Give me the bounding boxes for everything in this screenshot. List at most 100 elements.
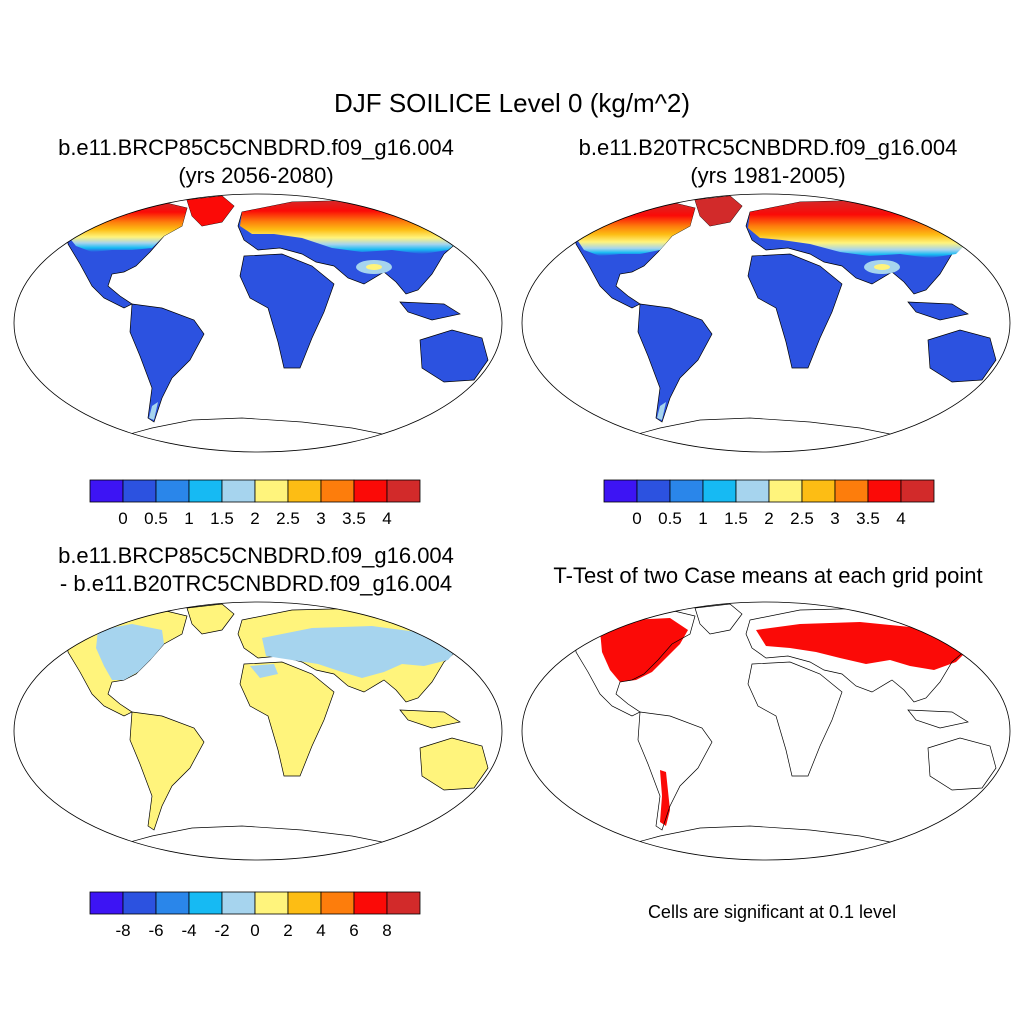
maritime-asia	[907, 301, 969, 321]
colorbar-case-box-0	[89, 479, 124, 503]
colorbar-difference-box-7	[320, 891, 355, 915]
colorbar-difference: -8 -6 -4 -2 0 2 4 6 8	[89, 891, 421, 940]
colorbar-difference-box-6	[287, 891, 322, 915]
north-america-significant	[600, 618, 688, 682]
colorbar-difference-box-5	[254, 891, 289, 915]
tibet-core	[366, 264, 382, 270]
colorbar-control-box-8	[867, 479, 902, 503]
colorbar-control-box-6	[801, 479, 836, 503]
colorbar-case-label-4: 2	[250, 509, 259, 528]
colorbar-case-box-4	[221, 479, 256, 503]
colorbar-case-label-0: 0	[118, 509, 127, 528]
colorbar-control-box-4	[735, 479, 770, 503]
panel-title-control: b.e11.B20TRC5CNBDRD.f09_g16.004 (yrs 198…	[524, 134, 1012, 190]
south-america	[129, 711, 205, 831]
colorbar-case-label-2: 1	[184, 509, 193, 528]
colorbar-case-box-5	[254, 479, 289, 503]
north-america-decrease	[96, 624, 164, 680]
colorbar-case-box-1	[122, 479, 157, 503]
map-difference-border	[13, 601, 503, 861]
greenland-ice	[187, 196, 234, 226]
panel-title-difference-line-1: b.e11.BRCP85C5CNBDRD.f09_g16.004	[58, 543, 454, 568]
north-america	[574, 609, 696, 717]
colorbar-difference-box-2	[155, 891, 190, 915]
colorbar-control-box-9	[900, 479, 935, 503]
africa	[747, 661, 843, 777]
eurasia-north	[748, 200, 990, 258]
colorbar-control-box-2	[669, 479, 704, 503]
colorbar-case: 0 0.5 1 1.5 2 2.5 3 3.5 4	[89, 479, 421, 528]
map-difference	[13, 601, 503, 861]
africa	[239, 661, 335, 777]
north-america-north	[67, 202, 187, 252]
map-case-land	[66, 195, 489, 445]
colorbar-control-label-2: 1	[698, 509, 707, 528]
map-ttest	[521, 601, 1011, 861]
panel-title-case: b.e11.BRCP85C5CNBDRD.f09_g16.004 (yrs 20…	[12, 134, 500, 190]
colorbar-difference-label-2: -4	[181, 921, 196, 940]
australia	[927, 329, 997, 383]
panel-title-case-line-2: (yrs 2056-2080)	[178, 163, 334, 188]
panel-title-control-line-1: b.e11.B20TRC5CNBDRD.f09_g16.004	[578, 135, 958, 160]
significance-note: Cells are significant at 0.1 level	[647, 902, 897, 922]
map-control-border	[521, 193, 1011, 453]
colorbar-control-box-3	[702, 479, 737, 503]
south-america	[129, 303, 205, 423]
greenland	[186, 603, 235, 635]
colorbar-case-box-3	[188, 479, 223, 503]
colorbar-difference-label-7: 6	[349, 921, 358, 940]
colorbar-control-label-0: 0	[632, 509, 641, 528]
panel-title-control-line-2: (yrs 1981-2005)	[690, 163, 846, 188]
colorbar-difference-box-4	[221, 891, 256, 915]
andes-tip	[149, 402, 158, 420]
colorbar-control-box-5	[768, 479, 803, 503]
africa	[239, 253, 335, 369]
colorbar-case-label-6: 3	[316, 509, 325, 528]
map-ttest-border	[521, 601, 1011, 861]
australia	[419, 737, 489, 791]
colorbar-case-label-8: 4	[382, 509, 391, 528]
colorbar-difference-box-1	[122, 891, 157, 915]
colorbar-difference-label-4: 0	[250, 921, 259, 940]
colorbar-case-box-8	[353, 479, 388, 503]
colorbar-control-label-5: 2.5	[790, 509, 814, 528]
colorbar-difference-label-0: -8	[115, 921, 130, 940]
colorbar-case-label-5: 2.5	[276, 509, 300, 528]
colorbar-difference-label-3: -2	[214, 921, 229, 940]
greenland-ice	[695, 196, 742, 226]
maritime-asia	[399, 709, 461, 729]
colorbar-difference-box-9	[386, 891, 421, 915]
eurasia-significant	[756, 622, 968, 670]
colorbar-control-label-3: 1.5	[724, 509, 748, 528]
map-ttest-significant	[600, 618, 968, 826]
colorbar-control: 0 0.5 1 1.5 2 2.5 3 3.5 4	[603, 479, 935, 528]
panel-title-ttest: T-Test of two Case means at each grid po…	[512, 562, 1024, 590]
map-control	[521, 193, 1011, 453]
colorbar-control-box-7	[834, 479, 869, 503]
colorbar-control-label-4: 2	[764, 509, 773, 528]
panel-title-difference: b.e11.BRCP85C5CNBDRD.f09_g16.004 - b.e11…	[12, 542, 500, 598]
colorbar-case-label-1: 0.5	[144, 509, 168, 528]
south-america	[637, 303, 713, 423]
colorbar-difference-box-0	[89, 891, 124, 915]
colorbar-control-box-0	[603, 479, 638, 503]
colorbar-difference-box-3	[188, 891, 223, 915]
colorbar-case-box-2	[155, 479, 190, 503]
colorbar-case-label-3: 1.5	[210, 509, 234, 528]
eurasia-decrease	[262, 626, 458, 678]
map-case	[13, 193, 503, 453]
colorbar-control-label-7: 3.5	[856, 509, 880, 528]
maritime-asia	[399, 301, 461, 321]
map-ttest-land	[574, 603, 997, 853]
colorbar-difference-label-6: 4	[316, 921, 325, 940]
colorbar-control-label-1: 0.5	[658, 509, 682, 528]
colorbar-case-box-9	[386, 479, 421, 503]
colorbar-control-box-1	[636, 479, 671, 503]
maritime-asia	[907, 709, 969, 729]
colorbar-control-label-6: 3	[830, 509, 839, 528]
greenland	[694, 603, 743, 635]
colorbar-difference-label-1: -6	[148, 921, 163, 940]
south-america	[637, 711, 713, 831]
colorbar-control-label-8: 4	[896, 509, 905, 528]
australia	[419, 329, 489, 383]
